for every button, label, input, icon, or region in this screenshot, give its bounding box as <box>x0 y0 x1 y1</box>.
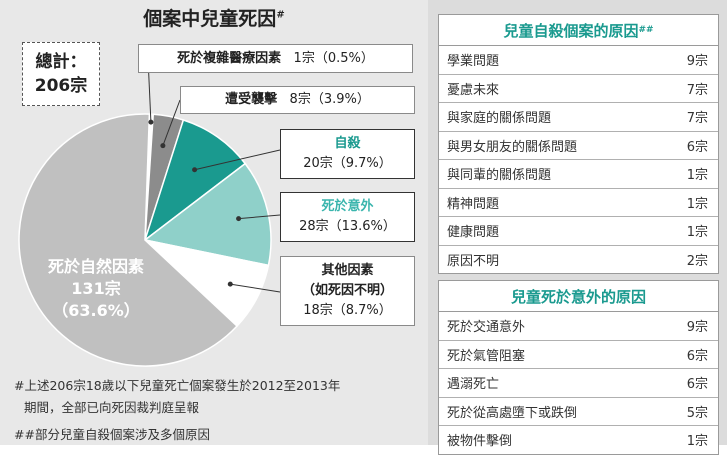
leader-line <box>162 99 181 146</box>
natural-label: 死於自然因素 131宗 （63.6%） <box>47 257 144 320</box>
accident-row-label: 遇溺死亡 <box>447 377 500 393</box>
accident-row-label: 被物件擊倒 <box>447 434 513 450</box>
suicide-row-label: 與同輩的關係問題 <box>447 168 552 184</box>
suicide-row: 與同輩的關係問題 1宗 <box>439 160 718 189</box>
suicide-row-value: 1宗 <box>686 196 708 212</box>
accident-row-label: 死於氣管阻塞 <box>447 348 526 364</box>
suicide-row: 健康問題 1宗 <box>439 217 718 246</box>
accident-table-title: 兒童死於意外的原因 <box>439 281 718 312</box>
leader-dot <box>160 143 166 149</box>
pie-chart <box>18 57 281 367</box>
accident-row-value: 1宗 <box>686 434 708 450</box>
total-value: 206宗 <box>34 76 88 96</box>
pie-slice <box>143 162 272 267</box>
leader-dot <box>192 167 198 173</box>
suicide-row-label: 學業問題 <box>447 54 500 70</box>
suicide-reasons-table: 兒童自殺個案的原因 ## 學業問題 9宗 憂慮未來 7宗 與家庭的關係問題 7宗 與男女朋友的… <box>438 14 719 274</box>
suicide-row-value: 2宗 <box>686 253 708 269</box>
accident-row: 死於氣管阻塞 6宗 <box>439 341 718 369</box>
suicide-row-label: 原因不明 <box>447 253 500 269</box>
pie-slice <box>143 119 247 243</box>
suicide-row: 精神問題 1宗 <box>439 189 718 217</box>
accident-row-value: 6宗 <box>686 377 708 393</box>
suicide-table-title: 兒童自殺個案的原因 ## <box>439 15 718 46</box>
accident-row-value: 5宗 <box>686 405 708 421</box>
suicide-row-label: 精神問題 <box>447 196 500 212</box>
leader-line <box>230 283 281 293</box>
accident-reasons-table: 兒童死於意外的原因 死於交通意外 9宗 死於氣管阻塞 6宗 遇溺死亡 6宗 死於從高處墮下或… <box>438 280 719 455</box>
suicide-row-value: 1宗 <box>686 168 708 184</box>
footnote-2: 期間，全部已向死因裁判庭呈報 <box>24 400 200 415</box>
suicide-row-label: 憂慮未來 <box>447 82 500 98</box>
leader-dot <box>236 216 242 222</box>
callout-accident: 死於意外 28宗（13.6%） <box>280 192 415 242</box>
suicide-row: 與男女朋友的關係問題 6宗 <box>439 132 718 160</box>
accident-row-value: 9宗 <box>686 320 708 336</box>
accident-row: 死於交通意外 9宗 <box>439 312 718 341</box>
suicide-row-label: 與家庭的關係問題 <box>447 111 552 127</box>
suicide-row-value: 7宗 <box>686 111 708 127</box>
total-box: 總計： 206宗 <box>22 42 100 106</box>
suicide-row-value: 9宗 <box>686 54 708 70</box>
suicide-row: 與家庭的關係問題 7宗 <box>439 103 718 132</box>
suicide-row-value: 1宗 <box>686 225 708 241</box>
accident-row: 被物件擊倒 1宗 <box>439 426 718 454</box>
leader-line <box>194 149 281 171</box>
accident-row-value: 6宗 <box>686 348 708 364</box>
accident-row: 死於從高處墮下或跌倒 5宗 <box>439 398 718 426</box>
leader-dot <box>227 281 233 287</box>
suicide-row: 學業問題 9宗 <box>439 46 718 75</box>
pie-slice <box>18 113 239 367</box>
accident-row-label: 死於交通意外 <box>447 320 526 336</box>
callout-other: 其他因素 （如死因不明） 18宗（8.7%） <box>280 256 415 326</box>
callout-medical: 死於複雜醫療因素 1宗（0.5%） <box>138 44 413 73</box>
chart-title: 個案中兒童死因# <box>143 8 285 30</box>
leader-dot <box>148 119 154 125</box>
callout-suicide: 自殺 20宗（9.7%） <box>280 129 415 179</box>
suicide-row-label: 與男女朋友的關係問題 <box>447 139 578 155</box>
accident-row-label: 死於從高處墮下或跌倒 <box>447 405 578 421</box>
suicide-row-value: 6宗 <box>686 139 708 155</box>
accident-row: 遇溺死亡 6宗 <box>439 369 718 398</box>
callout-assault: 遭受襲擊 8宗（3.9%） <box>180 86 415 114</box>
suicide-row-value: 7宗 <box>686 82 708 98</box>
footnote-3: ##部分兒童自殺個案涉及多個原因 <box>14 427 210 442</box>
total-label: 總計： <box>35 52 87 72</box>
suicide-row-label: 健康問題 <box>447 225 500 241</box>
suicide-row: 原因不明 2宗 <box>439 246 718 274</box>
footnote-1: #上述206宗18歲以下兒童死亡個案發生於2012至2013年 <box>14 378 341 393</box>
suicide-row: 憂慮未來 7宗 <box>439 75 718 103</box>
leader-line <box>238 214 281 220</box>
